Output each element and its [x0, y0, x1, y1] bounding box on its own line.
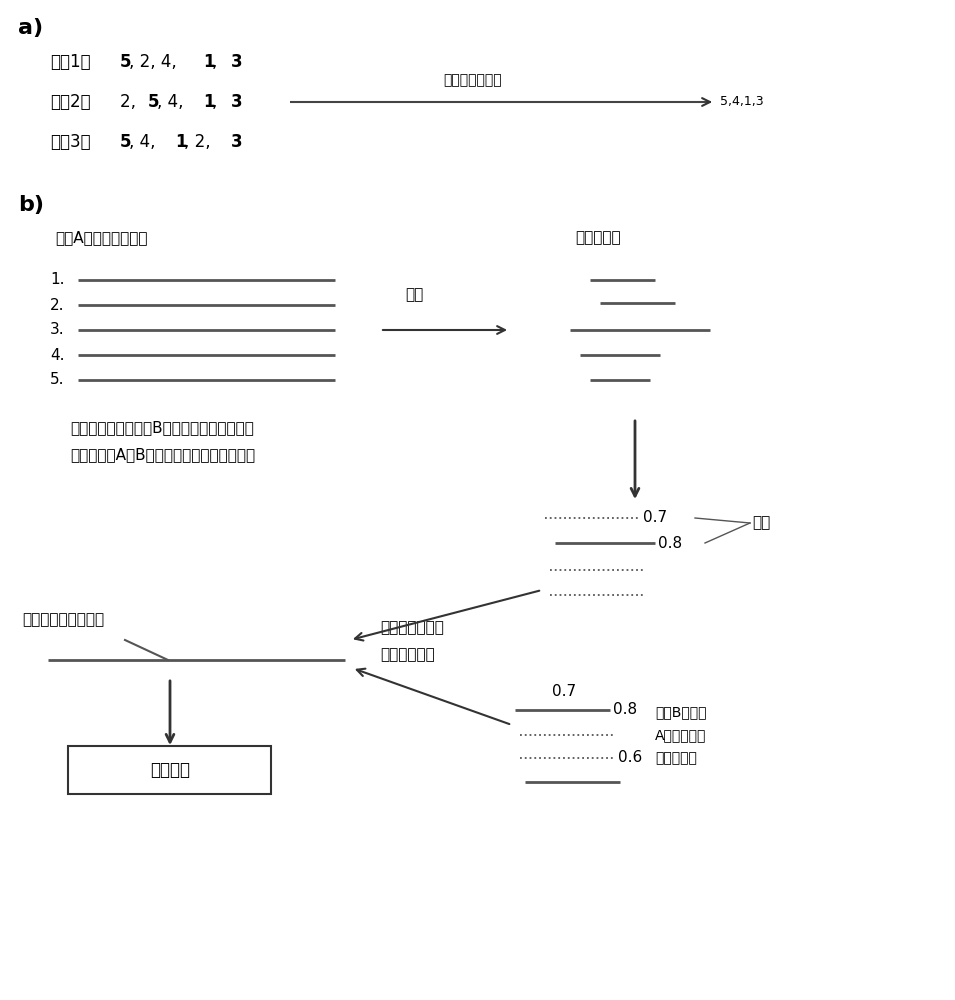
Text: 5: 5 — [120, 53, 132, 71]
Text: 3: 3 — [230, 133, 242, 151]
Text: a): a) — [18, 18, 43, 38]
Text: 提取同序子序列: 提取同序子序列 — [443, 73, 501, 87]
Text: ,: , — [212, 93, 223, 111]
Text: 类型A多个样本的序列: 类型A多个样本的序列 — [55, 231, 147, 245]
Text: 0.8: 0.8 — [613, 702, 637, 718]
Text: 观察子序列是否: 观察子序列是否 — [380, 620, 444, 636]
Text: , 2, 4,: , 2, 4, — [129, 53, 182, 71]
Text: 5,4,1,3: 5,4,1,3 — [720, 96, 764, 108]
Text: 1: 1 — [202, 53, 214, 71]
Text: 权重: 权重 — [752, 516, 771, 530]
Text: 3: 3 — [230, 93, 242, 111]
Text: 过滤同属于另一类型B样本的高频同序子序列: 过滤同属于另一类型B样本的高频同序子序列 — [70, 420, 254, 436]
Text: 在序列中出现: 在序列中出现 — [380, 648, 435, 662]
Text: 0.8: 0.8 — [658, 536, 682, 550]
Text: 待测类型样本的序列: 待测类型样本的序列 — [22, 612, 104, 628]
Text: 子序列集合: 子序列集合 — [655, 751, 697, 765]
Text: , 4,: , 4, — [157, 93, 188, 111]
FancyBboxPatch shape — [68, 746, 271, 794]
Text: 类型判断: 类型判断 — [150, 761, 190, 779]
Text: 0.7: 0.7 — [643, 510, 668, 526]
Text: 来自B并根据: 来自B并根据 — [655, 705, 707, 719]
Text: 5: 5 — [148, 93, 159, 111]
Text: , 2,: , 2, — [184, 133, 216, 151]
Text: 序共3：: 序共3： — [50, 133, 91, 151]
Text: , 4,: , 4, — [129, 133, 161, 151]
Text: 并根据其在A、B中出现的次数差异赋予权重: 并根据其在A、B中出现的次数差异赋予权重 — [70, 448, 255, 462]
Text: 子序列集合: 子序列集合 — [575, 231, 621, 245]
Text: 2.: 2. — [50, 298, 65, 312]
Text: 0.6: 0.6 — [618, 750, 643, 766]
Text: 2,: 2, — [120, 93, 141, 111]
Text: 序共2：: 序共2： — [50, 93, 91, 111]
Text: 0.7: 0.7 — [552, 684, 576, 700]
Text: 提取: 提取 — [405, 288, 423, 302]
Text: 5: 5 — [120, 133, 132, 151]
Text: A过滤的另一: A过滤的另一 — [655, 728, 707, 742]
Text: 5.: 5. — [50, 372, 65, 387]
Text: 3.: 3. — [50, 322, 65, 338]
Text: 序共1：: 序共1： — [50, 53, 91, 71]
Text: 1.: 1. — [50, 272, 65, 288]
Text: 1: 1 — [202, 93, 214, 111]
Text: 4.: 4. — [50, 348, 65, 362]
Text: ,: , — [212, 53, 223, 71]
Text: 1: 1 — [175, 133, 186, 151]
Text: b): b) — [18, 195, 44, 215]
Text: 3: 3 — [230, 53, 242, 71]
